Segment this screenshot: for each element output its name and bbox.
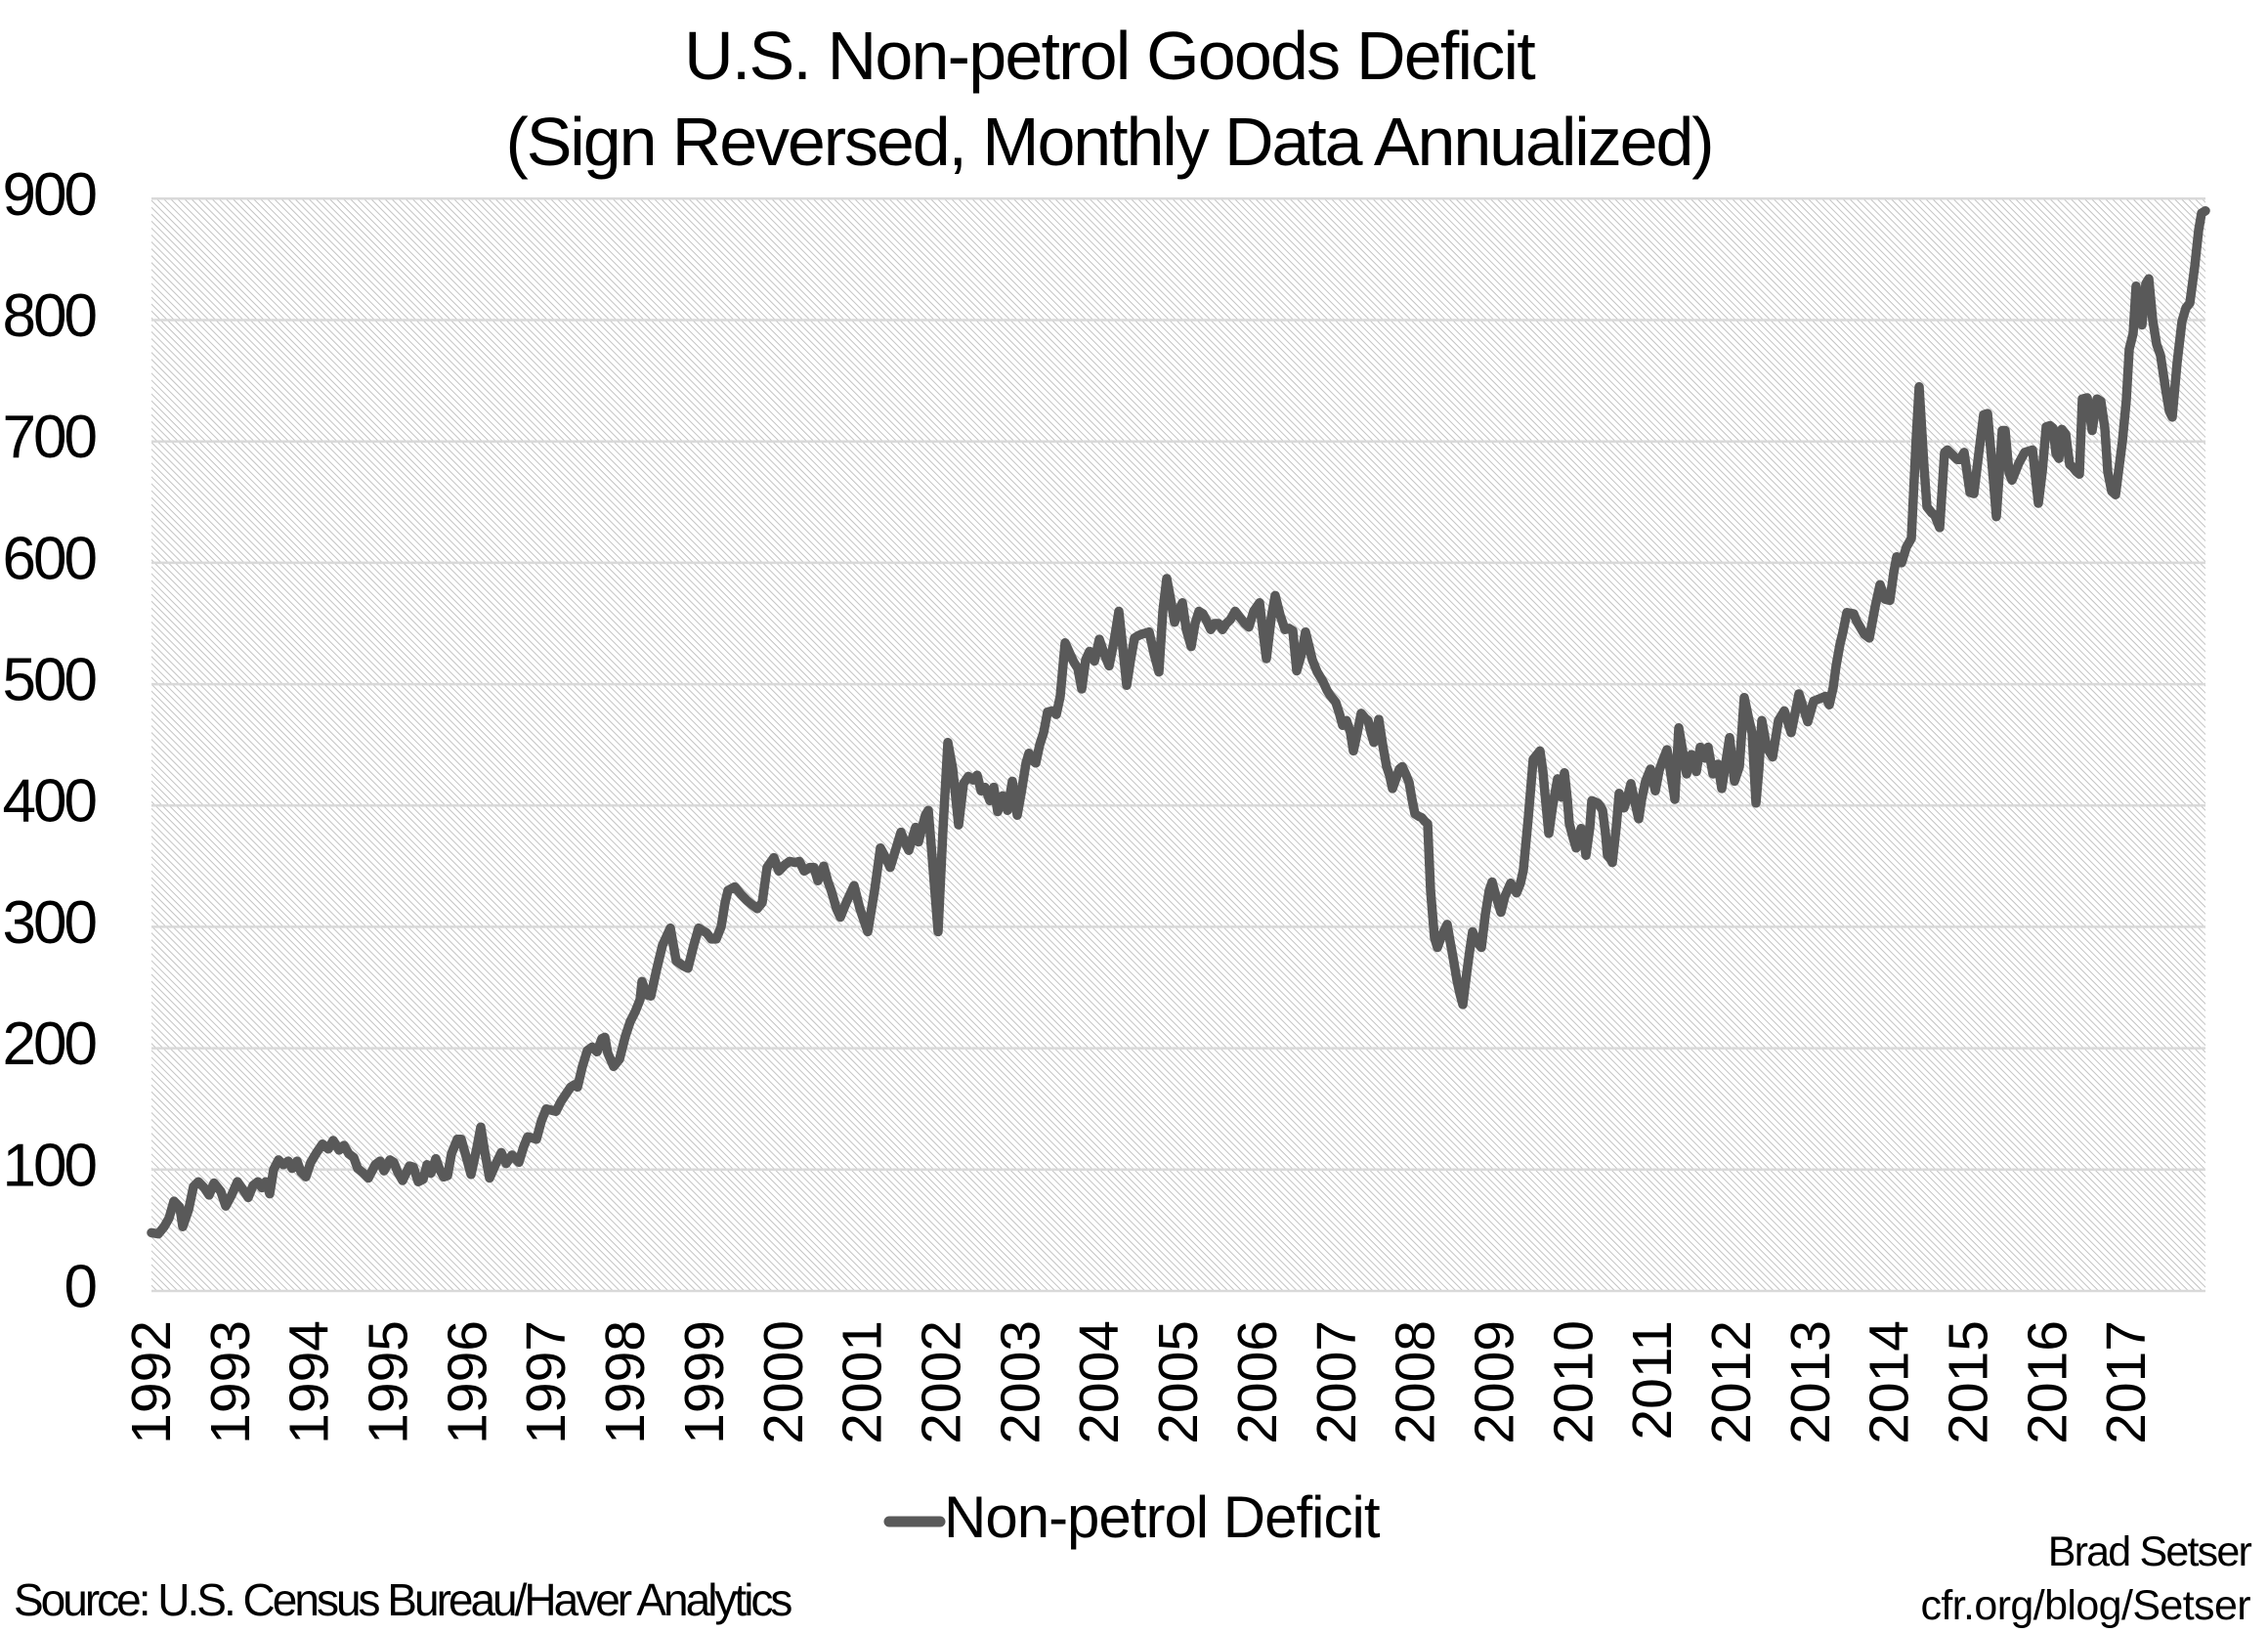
svg-text:1995: 1995 — [358, 1320, 420, 1444]
svg-text:Source: U.S. Census Bureau/Hav: Source: U.S. Census Bureau/Haver Analyti… — [14, 1574, 792, 1625]
svg-text:2011: 2011 — [1621, 1320, 1684, 1440]
svg-text:2007: 2007 — [1305, 1320, 1368, 1444]
svg-text:2010: 2010 — [1542, 1320, 1605, 1444]
svg-text:1992: 1992 — [120, 1320, 183, 1444]
svg-text:U.S. Non-petrol Goods Deficit: U.S. Non-petrol Goods Deficit — [684, 18, 1535, 94]
svg-text:1993: 1993 — [199, 1320, 262, 1444]
svg-text:1997: 1997 — [515, 1320, 578, 1444]
svg-text:700: 700 — [3, 404, 97, 471]
svg-text:cfr.org/blog/Setser: cfr.org/blog/Setser — [1920, 1582, 2250, 1629]
svg-text:400: 400 — [3, 768, 97, 836]
svg-text:2000: 2000 — [752, 1320, 815, 1444]
svg-text:Non-petrol Deficit: Non-petrol Deficit — [944, 1484, 1381, 1550]
svg-text:2006: 2006 — [1226, 1320, 1289, 1444]
svg-text:2012: 2012 — [1700, 1320, 1763, 1444]
svg-text:500: 500 — [3, 647, 97, 714]
svg-text:1998: 1998 — [594, 1320, 657, 1444]
svg-text:2002: 2002 — [911, 1320, 973, 1444]
svg-text:200: 200 — [3, 1010, 97, 1078]
svg-text:Brad Setser: Brad Setser — [2048, 1528, 2252, 1575]
svg-text:800: 800 — [3, 282, 97, 350]
svg-text:300: 300 — [3, 889, 97, 957]
svg-text:1999: 1999 — [673, 1320, 736, 1444]
svg-text:2001: 2001 — [832, 1320, 894, 1444]
svg-text:2014: 2014 — [1859, 1320, 1921, 1444]
svg-text:2016: 2016 — [2016, 1320, 2078, 1444]
svg-text:600: 600 — [3, 525, 97, 592]
svg-text:(Sign Reversed, Monthly Data A: (Sign Reversed, Monthly Data Annualized) — [505, 104, 1712, 180]
svg-text:2009: 2009 — [1463, 1320, 1525, 1444]
svg-text:1996: 1996 — [436, 1320, 498, 1444]
svg-text:2005: 2005 — [1147, 1320, 1210, 1444]
svg-text:2003: 2003 — [989, 1320, 1051, 1444]
svg-text:2004: 2004 — [1068, 1320, 1131, 1444]
svg-text:2017: 2017 — [2095, 1320, 2158, 1444]
svg-text:2008: 2008 — [1385, 1320, 1447, 1444]
svg-text:2013: 2013 — [1779, 1320, 1842, 1444]
svg-text:0: 0 — [64, 1254, 97, 1321]
svg-text:2015: 2015 — [1938, 1320, 2000, 1444]
svg-text:100: 100 — [3, 1132, 97, 1199]
svg-text:1994: 1994 — [278, 1320, 341, 1444]
svg-text:900: 900 — [3, 161, 97, 229]
